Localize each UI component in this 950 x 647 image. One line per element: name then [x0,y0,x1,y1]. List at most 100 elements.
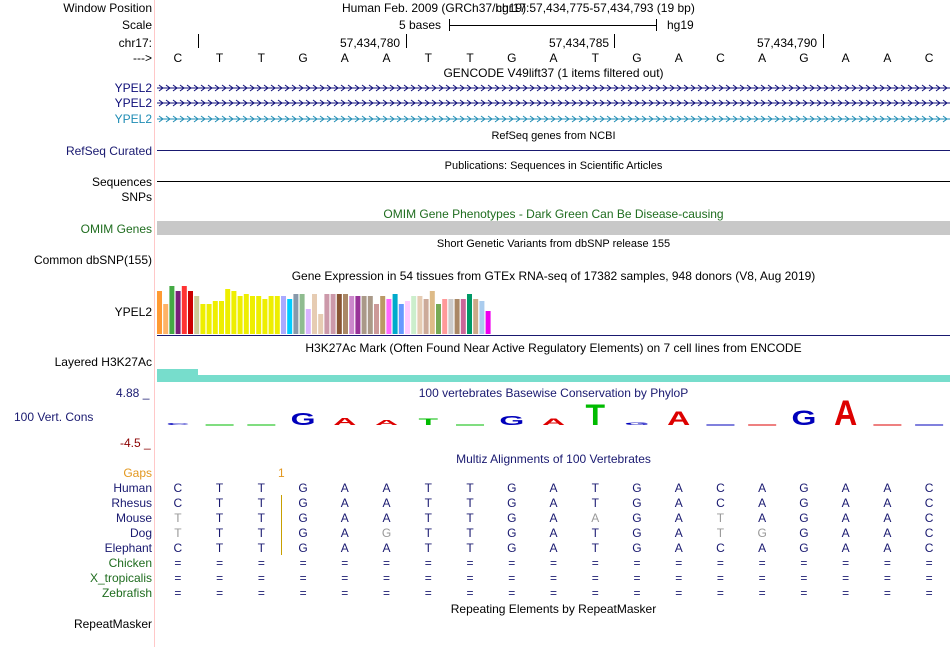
gtex-tissue-bar[interactable] [262,299,268,334]
gtex-tissue-bar[interactable] [163,304,169,334]
gtex-tissue-bar[interactable] [219,301,224,334]
gencode-track-label[interactable]: YPEL2 [114,112,152,126]
gencode-track-label[interactable]: YPEL2 [114,96,152,110]
refseq-label[interactable]: RefSeq Curated [65,144,152,158]
gtex-tissue-bar[interactable] [343,294,348,334]
gtex-label[interactable]: YPEL2 [114,305,152,319]
publications-sequence-line[interactable] [157,181,950,182]
gtex-tissue-bar[interactable] [181,286,187,334]
repeatmasker-label[interactable]: RepeatMasker [73,617,152,631]
gtex-tissue-bar[interactable] [454,299,460,334]
gtex-tissue-bar[interactable] [473,299,479,334]
multiz-base: = [633,556,641,570]
multiz-species-label[interactable]: X_tropicalis [89,571,152,585]
gtex-tissue-bar[interactable] [274,296,280,334]
multiz-species-label[interactable]: Zebrafish [101,586,152,600]
phylop-label[interactable]: 100 Vert. Cons [14,410,94,424]
multiz-species-label[interactable]: Mouse [115,511,152,525]
snps-label[interactable]: SNPs [121,190,152,204]
gtex-tissue-bar[interactable] [349,296,355,334]
gtex-tissue-bar[interactable] [448,299,454,334]
multiz-species-label[interactable]: Chicken [108,556,152,570]
multiz-species-label[interactable]: Human [113,481,152,495]
gtex-tissue-bar[interactable] [324,294,330,334]
gtex-tissue-bar[interactable] [281,296,286,334]
gtex-tissue-bar[interactable] [169,286,175,334]
gtex-tissue-bar[interactable] [206,304,212,334]
gtex-tissue-bar[interactable] [237,296,243,334]
dbsnp-title[interactable]: Short Genetic Variants from dbSNP releas… [436,238,671,250]
h3k27ac-label[interactable]: Layered H3K27Ac [54,355,152,369]
gtex-tissue-bar[interactable] [256,296,262,334]
strand-arrow [599,84,605,92]
gtex-tissue-bar[interactable] [429,291,435,334]
gtex-title[interactable]: Gene Expression in 54 tissues from GTEx … [291,269,816,283]
gtex-tissue-bar[interactable] [336,294,342,334]
gtex-expression-chart[interactable] [157,283,557,335]
h3k27ac-signal-peak[interactable] [157,369,198,382]
refseq-gene-line[interactable] [157,150,950,151]
gtex-tissue-bar[interactable] [330,294,336,334]
gtex-tissue-bar[interactable] [417,296,423,334]
gtex-tissue-bar[interactable] [442,299,448,334]
gtex-tissue-bar[interactable] [411,296,417,334]
strand-arrow [781,84,787,92]
multiz-species-label[interactable]: Elephant [104,541,152,555]
gtex-tissue-bar[interactable] [355,296,361,334]
dbsnp-label[interactable]: Common dbSNP(155) [33,253,152,267]
gtex-tissue-bar[interactable] [200,304,206,334]
publications-title[interactable]: Publications: Sequences in Scientific Ar… [444,160,663,172]
gtex-tissue-bar[interactable] [380,296,386,334]
gtex-tissue-bar[interactable] [374,304,379,334]
gencode-transcript[interactable] [157,115,950,125]
strand-arrow [809,115,815,123]
multiz-title[interactable]: Multiz Alignments of 100 Vertebrates [456,452,651,466]
gencode-transcript[interactable] [157,84,950,94]
gtex-tissue-bar[interactable] [423,299,429,334]
gtex-tissue-bar[interactable] [479,301,485,334]
gtex-tissue-bar[interactable] [157,291,162,334]
gtex-tissue-bar[interactable] [312,294,317,334]
gtex-tissue-bar[interactable] [305,309,311,334]
multiz-species-label[interactable]: Dog [129,526,152,540]
gencode-title[interactable]: GENCODE V49lift37 (1 items filtered out) [443,66,664,80]
gencode-track-label[interactable]: YPEL2 [114,81,152,95]
gtex-tissue-bar[interactable] [367,296,373,334]
repeatmasker-title[interactable]: Repeating Elements by RepeatMasker [450,602,657,616]
gtex-tissue-bar[interactable] [175,291,181,334]
gtex-tissue-bar[interactable] [460,299,466,334]
gtex-tissue-bar[interactable] [467,294,472,334]
strand-arrow [718,115,724,123]
omim-phenotype-bar[interactable] [157,221,950,235]
strand-arrow [935,99,941,107]
gtex-tissue-bar[interactable] [293,294,299,334]
h3k27ac-title[interactable]: H3K27Ac Mark (Often Found Near Active Re… [305,341,802,355]
sequences-label[interactable]: Sequences [91,175,152,189]
gtex-tissue-bar[interactable] [287,299,293,334]
gtex-tissue-bar[interactable] [212,301,218,334]
gtex-tissue-bar[interactable] [250,296,255,334]
gtex-tissue-bar[interactable] [268,296,274,334]
gtex-tissue-bar[interactable] [194,296,200,334]
gtex-tissue-bar[interactable] [386,299,392,334]
gtex-tissue-bar[interactable] [243,294,249,334]
multiz-species-label[interactable]: Rhesus [111,496,152,510]
refseq-title[interactable]: RefSeq genes from NCBI [491,130,616,142]
gtex-tissue-bar[interactable] [188,291,193,334]
gtex-tissue-bar[interactable] [398,304,404,334]
phylop-title[interactable]: 100 vertebrates Basewise Conservation by… [418,386,689,400]
gtex-tissue-bar[interactable] [225,289,231,334]
gtex-tissue-bar[interactable] [392,294,398,334]
gtex-tissue-bar[interactable] [361,296,367,334]
omim-label[interactable]: OMIM Genes [80,222,152,236]
gtex-tissue-bar[interactable] [405,301,410,334]
gtex-tissue-bar[interactable] [436,304,441,334]
h3k27ac-signal[interactable] [198,375,950,382]
gtex-tissue-bar[interactable] [299,294,305,334]
gtex-tissue-bar[interactable] [485,311,491,334]
gtex-tissue-bar[interactable] [318,314,324,334]
gtex-tissue-bar[interactable] [231,291,237,334]
omim-title[interactable]: OMIM Gene Phenotypes - Dark Green Can Be… [383,207,724,221]
gencode-transcript[interactable] [157,99,950,109]
